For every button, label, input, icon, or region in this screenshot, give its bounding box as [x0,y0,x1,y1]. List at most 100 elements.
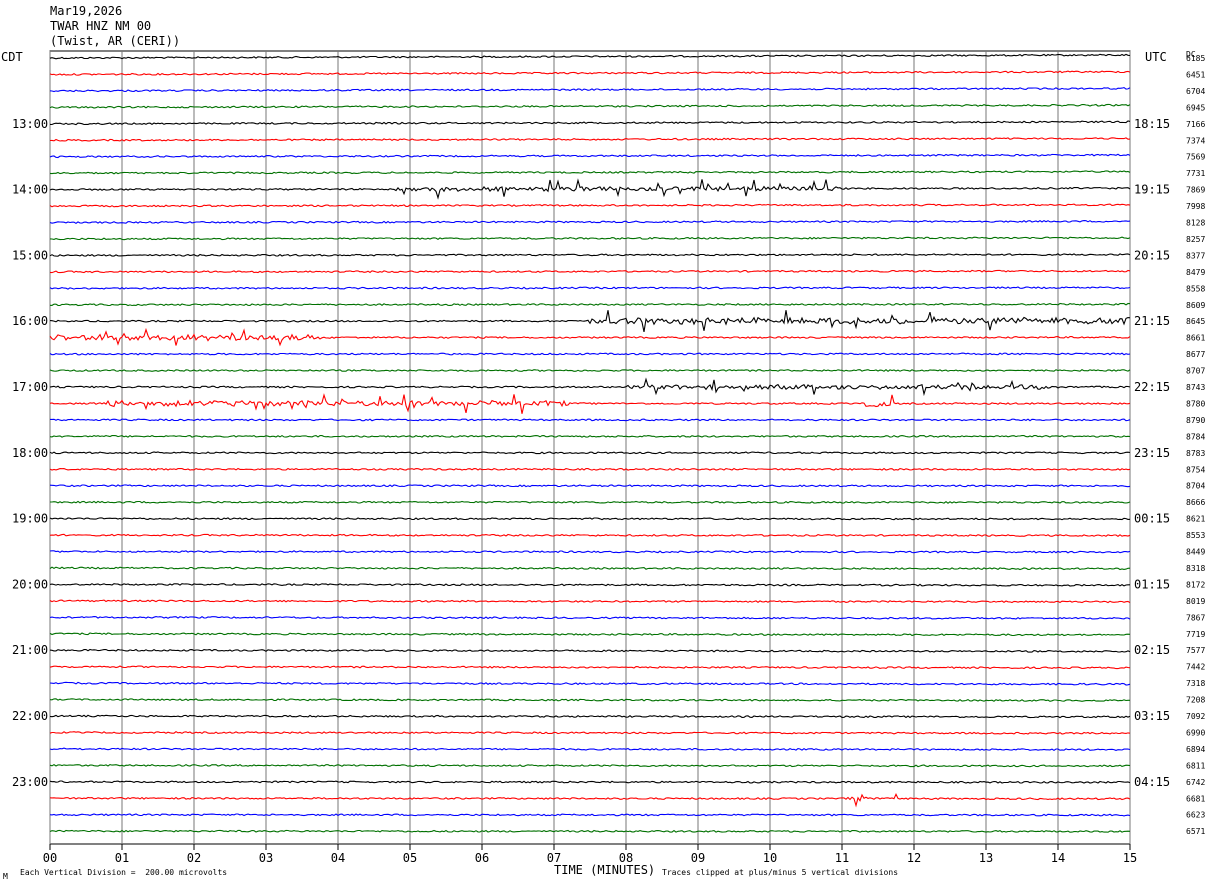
dc-offset-label: 8172 [1186,580,1205,589]
dc-offset-label: 8318 [1186,564,1205,573]
trace-line [49,203,1131,208]
dc-offset-label: 6623 [1186,811,1205,820]
dc-offset-label: 8754 [1186,465,1205,474]
trace-line [49,434,1131,438]
left-time-label: 13:00 [12,117,48,131]
trace-line [50,500,1131,504]
trace-line [49,137,1131,142]
left-time-label: 23:00 [12,775,48,789]
trace-line [49,467,1131,471]
plot-grid [49,50,1131,850]
dc-label: DC [1186,50,1196,59]
trace-line [49,327,1131,347]
dc-offset-label: 8609 [1186,301,1205,310]
dc-offset-label: 7166 [1186,120,1205,129]
x-tick-label: 12 [907,851,921,865]
x-tick-label: 15 [1123,851,1137,865]
dc-offset-label: 8790 [1186,416,1205,425]
trace-line [49,269,1131,274]
date-label: Mar19,2026 [50,4,123,18]
plot-labels: 00 01 02 03 04 05 06 07 08 09 10 11 12 13 14 15 6185 6451… [12,54,1205,865]
dc-offset-label: 7442 [1186,663,1205,672]
dc-offset-label: 7731 [1186,169,1205,178]
x-tick-label: 10 [763,851,777,865]
corner-mark: M [3,872,8,881]
x-tick-label: 09 [691,851,705,865]
x-tick-label: 11 [835,851,849,865]
left-time-label: 14:00 [12,183,48,197]
trace-line [49,665,1131,670]
x-tick-label: 00 [43,851,57,865]
trace-line [49,53,1131,60]
dc-offset-label: 8780 [1186,399,1205,408]
x-axis-title: TIME (MINUTES) [554,863,656,877]
dc-offset-label: 7719 [1186,630,1205,639]
trace-line [49,369,1131,372]
dc-offset-label: 8558 [1186,284,1205,293]
dc-offset-label: 6742 [1186,778,1205,787]
trace-line [49,103,1131,109]
trace-line [49,714,1131,719]
right-time-label: 23:15 [1134,446,1170,460]
dc-offset-label: 6681 [1186,794,1205,803]
trace-line [49,253,1131,257]
left-time-label: 16:00 [12,314,48,328]
trace-line [49,698,1130,702]
dc-offset-label: 8377 [1186,251,1205,260]
trace-line [49,517,1131,521]
right-timezone-label: UTC [1145,50,1167,64]
dc-offset-label: 8019 [1186,597,1205,606]
dc-offset-label: 7092 [1186,712,1205,721]
dc-offset-label: 6451 [1186,70,1205,79]
station-label: TWAR HNZ NM 00 [50,19,152,33]
dc-offset-label: 8128 [1186,219,1205,228]
left-time-label: 22:00 [12,709,48,723]
trace-line [49,70,1131,76]
trace-line [49,648,1131,653]
trace-line [49,120,1131,126]
trace-line [49,599,1131,604]
x-tick-label: 14 [1051,851,1065,865]
dc-offset-label: 8257 [1186,235,1205,244]
dc-offset-label: 8784 [1186,432,1205,441]
dc-offset-label: 7577 [1186,646,1205,655]
dc-offset-label: 7569 [1186,153,1205,162]
trace-line [49,219,1131,224]
trace-line [49,170,1131,175]
right-time-label: 04:15 [1134,775,1170,789]
x-tick-label: 13 [979,851,993,865]
trace-line [49,377,1131,397]
trace-line [49,793,1131,808]
x-tick-label: 04 [331,851,345,865]
trace-line [49,310,1131,333]
dc-offset-label: 8621 [1186,515,1205,524]
dc-offset-label: 8553 [1186,531,1205,540]
trace-line [50,418,1131,422]
dc-offset-label: 6704 [1186,87,1205,96]
dc-offset-label: 8707 [1186,367,1205,376]
trace-line [49,550,1131,554]
dc-offset-label: 8661 [1186,334,1205,343]
clip-note: Traces clipped at plus/minus 5 vertical … [662,868,899,877]
trace-line [49,393,1131,414]
trace-line [49,236,1131,241]
dc-offset-label: 8645 [1186,317,1205,326]
x-tick-label: 03 [259,851,273,865]
trace-line [49,533,1131,537]
right-time-label: 21:15 [1134,314,1170,328]
trace-line [49,451,1131,455]
trace-line [49,352,1131,356]
trace-line [49,153,1131,159]
right-time-label: 03:15 [1134,709,1170,723]
trace-line [49,566,1131,571]
trace-line [49,87,1131,93]
dc-offset-label: 8479 [1186,268,1205,277]
trace-line [49,731,1131,735]
left-time-label: 20:00 [12,577,48,591]
dc-offset-label: 8704 [1186,482,1205,491]
trace-line [49,583,1130,587]
right-time-label: 20:15 [1134,248,1170,262]
dc-offset-label: 7208 [1186,696,1205,705]
plot-frame [49,50,1131,845]
right-time-label: 18:15 [1134,117,1170,131]
